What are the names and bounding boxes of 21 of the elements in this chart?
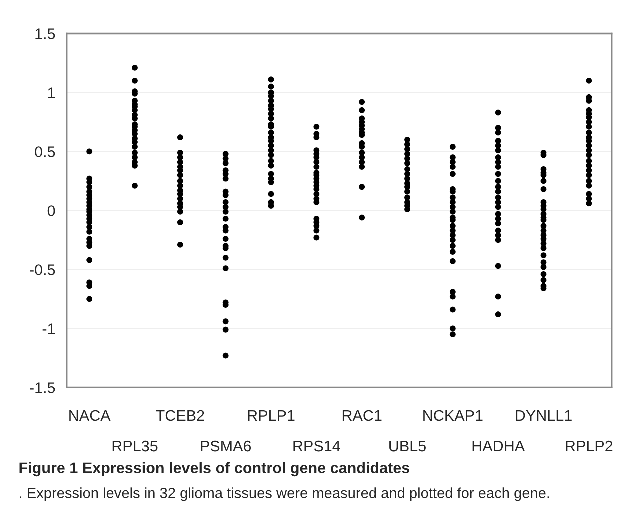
y-tick-label: 1 xyxy=(48,88,56,98)
y-tick-label: 0 xyxy=(48,206,56,216)
x-tick-label: RPLP2 xyxy=(566,440,613,452)
x-tick-label: NCKAP1 xyxy=(424,410,483,422)
x-tick-label: RAC1 xyxy=(342,410,382,422)
y-tick-label: 0.5 xyxy=(35,146,56,158)
y-tick-label: -0.5 xyxy=(30,264,56,276)
x-tick-label: RPL35 xyxy=(112,440,158,452)
x-tick-label: DYNLL1 xyxy=(516,410,572,421)
x-tick-label: RPLP1 xyxy=(248,410,295,421)
y-tick-label: -1 xyxy=(42,324,56,334)
y-tick-label: 1.5 xyxy=(36,28,56,40)
text: Figure 1 Expression levels of control gene candidates xyxy=(20,462,410,477)
y-tick-label: -1.5 xyxy=(30,382,56,394)
x-tick-label: NACA xyxy=(70,410,111,422)
x-tick-label: HADHA xyxy=(472,441,526,452)
x-tick-label: RPS14 xyxy=(294,440,340,452)
text: . Expression levels in 32 glioma tissues were measured and plotted for each gene. xyxy=(20,488,550,502)
x-tick-label: TCEB2 xyxy=(156,410,204,422)
x-tick-label: UBL5 xyxy=(390,441,426,452)
x-tick-label: PSMA6 xyxy=(201,440,252,452)
